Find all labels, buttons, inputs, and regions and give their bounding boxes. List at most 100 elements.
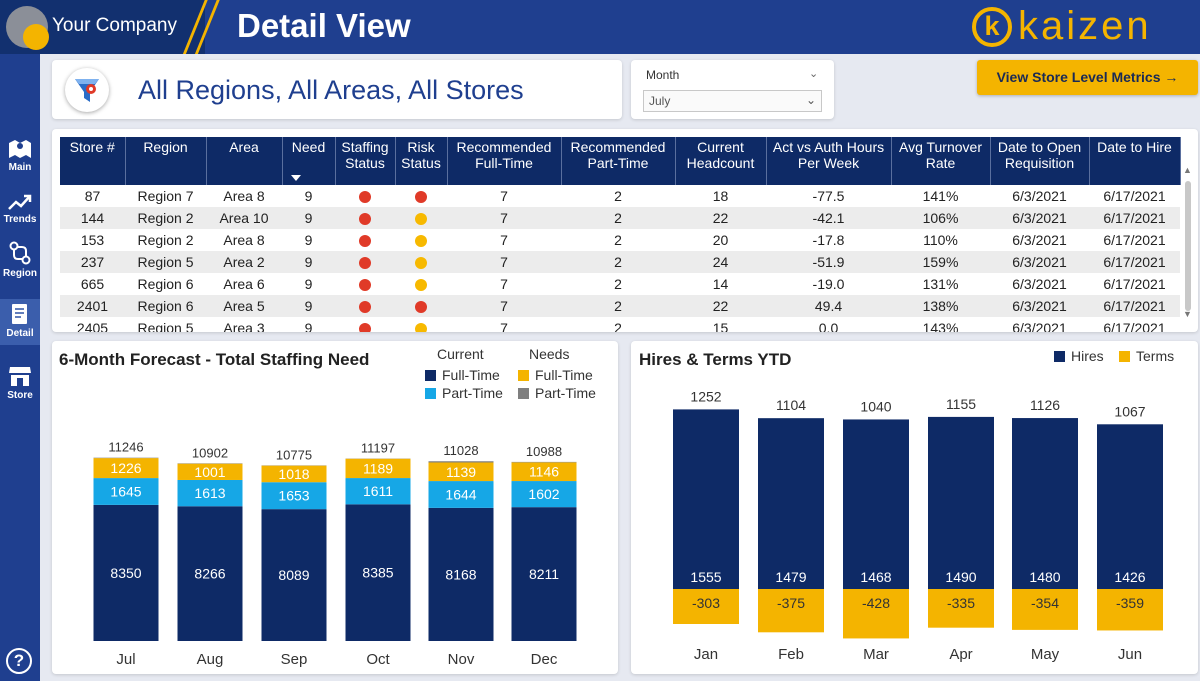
data-label: 1018: [278, 466, 309, 482]
month-dropdown[interactable]: July ⌄: [643, 90, 822, 112]
legend-item-terms[interactable]: Terms: [1119, 348, 1174, 364]
collapse-chevron-icon[interactable]: ⌄: [809, 68, 819, 80]
table-cell-store: 2405: [76, 320, 109, 332]
legend-item-hires[interactable]: Hires: [1054, 348, 1104, 364]
bar-terms: [1012, 589, 1078, 630]
legend-item-needs-part-time[interactable]: Part-Time: [518, 385, 596, 401]
table-cell-hire: 6/17/2021: [1089, 295, 1180, 317]
legend-heading-current: Current: [437, 346, 484, 362]
table-row[interactable]: 237 Region 5 Area 2 9 7 2 24 -51.9 159% 6/3/2021 6…: [60, 251, 1180, 273]
column-header-need[interactable]: Need: [282, 137, 336, 185]
column-header-staffing-status[interactable]: Staffing Status: [335, 137, 396, 185]
table-cell-region: Region 2: [125, 207, 206, 229]
column-header-store[interactable]: Store #: [60, 137, 126, 185]
total-label: 10988: [526, 444, 562, 459]
risk-status-cell: [395, 207, 447, 229]
status-dot-icon: [359, 191, 371, 203]
month-dropdown-value: July: [649, 94, 671, 108]
scroll-up-icon[interactable]: ▲: [1183, 165, 1192, 175]
data-label-hires: 1490: [945, 569, 976, 585]
status-dot-icon: [415, 235, 427, 247]
bar-segment-needs-full-time: [345, 458, 411, 479]
table-row[interactable]: 2405 Region 5 Area 3 9 7 2 15 0.0 143% 6/3/2021 6/…: [60, 317, 1180, 332]
scrollbar-thumb[interactable]: [1185, 181, 1191, 311]
column-header-date-to-hire[interactable]: Date to Hire: [1089, 137, 1181, 185]
table-cell-rec-ft: 7: [447, 295, 561, 317]
table-cell-headcount: 22: [675, 207, 766, 229]
route-icon: [9, 241, 31, 265]
column-header-avg-turnover[interactable]: Avg Turnover Rate: [891, 137, 991, 185]
data-label-hires: 1479: [775, 569, 806, 585]
legend-item-needs-full-time[interactable]: Full-Time: [518, 367, 593, 383]
column-header-date-to-open-requisition[interactable]: Date to Open Requisition: [990, 137, 1090, 185]
status-dot-icon: [359, 213, 371, 225]
bar-segment-current-part-time: [261, 482, 327, 510]
data-label-terms: -335: [947, 595, 975, 611]
sidebar-item-store[interactable]: Store: [0, 364, 40, 412]
table-cell-store: 153: [80, 232, 105, 248]
column-header-area[interactable]: Area: [206, 137, 283, 185]
bar-segment-current-part-time: [345, 478, 411, 505]
table-row[interactable]: 144 Region 2 Area 10 9 7 2 22 -42.1 106% 6/3/2021…: [60, 207, 1180, 229]
table-scrollbar[interactable]: ▲ ▼: [1183, 137, 1193, 327]
table-cell-hire: 6/17/2021: [1089, 251, 1180, 273]
status-dot-icon: [359, 257, 371, 269]
table-row[interactable]: 153 Region 2 Area 8 9 7 2 20 -17.8 110% 6/3/2021 6…: [60, 229, 1180, 251]
table-cell-rec-ft: 7: [500, 232, 508, 248]
sidebar-item-trends[interactable]: Trends: [0, 192, 40, 240]
table-cell-rec-pt: 2: [561, 207, 675, 229]
data-label-terms: -375: [777, 595, 805, 611]
legend-label: Full-Time: [442, 367, 500, 383]
column-header-risk-status[interactable]: Risk Status: [395, 137, 448, 185]
column-header-label: Need: [291, 139, 326, 155]
net-label: 1126: [1030, 397, 1060, 413]
total-label: 11197: [361, 440, 395, 455]
scroll-down-icon[interactable]: ▼: [1183, 309, 1192, 319]
brand-name: kaizen: [1018, 4, 1152, 48]
staffing-status-cell: [335, 317, 395, 332]
sidebar-item-main[interactable]: Main: [0, 138, 40, 186]
table-cell-open-req: 6/3/2021: [990, 207, 1089, 229]
trend-line-icon: [8, 194, 32, 210]
status-dot-icon: [359, 323, 371, 332]
column-header-act-vs-auth[interactable]: Act vs Auth Hours Per Week: [766, 137, 892, 185]
table-cell-area: Area 2: [206, 251, 282, 273]
x-tick-label: Dec: [531, 651, 558, 668]
data-label: 1146: [529, 464, 559, 480]
sidebar-item-detail[interactable]: Detail: [0, 299, 40, 345]
table-cell-store: 665: [80, 276, 105, 292]
column-header-recommended-full-time[interactable]: Recommended Full-Time: [447, 137, 562, 185]
sidebar-item-region[interactable]: Region: [0, 240, 40, 288]
data-label-hires: 1480: [1029, 569, 1060, 585]
table-cell-need: 9: [282, 207, 335, 229]
legend-swatch: [1119, 351, 1130, 362]
table-cell-headcount: 24: [675, 251, 766, 273]
filter-summary-title: All Regions, All Areas, All Stores: [138, 75, 524, 105]
view-store-level-metrics-button[interactable]: View Store Level Metrics →: [977, 60, 1198, 95]
table-cell-area: Area 3: [223, 320, 265, 332]
column-header-recommended-part-time[interactable]: Recommended Part-Time: [561, 137, 676, 185]
legend-swatch: [518, 388, 529, 399]
table-cell-turnover: 131%: [922, 276, 959, 292]
table-row[interactable]: 87 Region 7 Area 8 9 7 2 18 -77.5 141% 6/3/2021 6/…: [60, 185, 1180, 207]
month-slicer-label: Month: [646, 68, 680, 82]
table-cell-act-vs-auth: -19.0: [812, 276, 845, 292]
store-table-card: Store # Region Area Need Staffing Status…: [52, 129, 1198, 332]
risk-status-cell: [395, 295, 447, 317]
staffing-status-cell: [335, 273, 395, 295]
data-label: 8089: [278, 567, 309, 583]
legend-item-current-full-time[interactable]: Full-Time: [425, 367, 500, 383]
column-header-current-headcount[interactable]: Current Headcount: [675, 137, 767, 185]
table-row[interactable]: 665 Region 6 Area 6 9 7 2 14 -19.0 131% 6/3/2021 6…: [60, 273, 1180, 295]
table-cell-headcount: 22: [675, 295, 766, 317]
data-label: 1001: [194, 464, 225, 480]
table-row[interactable]: 2401 Region 6 Area 5 9 7 2 22 49.4 138% 6/3/2021 6…: [60, 295, 1180, 317]
table-cell-need: 9: [304, 320, 313, 332]
staffing-status-cell: [335, 295, 395, 317]
legend-item-current-part-time[interactable]: Part-Time: [425, 385, 503, 401]
legend-swatch: [1054, 351, 1065, 362]
table-cell-area: Area 10: [206, 207, 282, 229]
column-header-region[interactable]: Region: [125, 137, 207, 185]
table-cell-rec-pt: 2: [614, 188, 622, 204]
help-icon[interactable]: ?: [6, 648, 32, 674]
